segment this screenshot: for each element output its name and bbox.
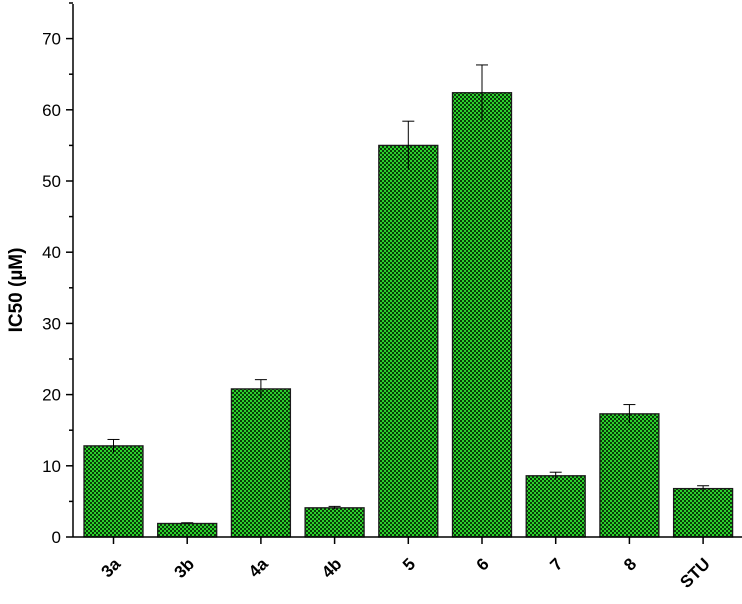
error-bar-stu bbox=[697, 485, 710, 492]
bar-4b bbox=[304, 507, 365, 538]
x-tick-label: 5 bbox=[399, 554, 419, 574]
error-bar-4a bbox=[254, 379, 267, 399]
bar-7 bbox=[525, 475, 586, 538]
x-tick-label: 3a bbox=[98, 554, 125, 581]
y-tick-label: 50 bbox=[42, 172, 61, 191]
x-tick-label: STU bbox=[676, 554, 713, 591]
x-tick-label: 6 bbox=[473, 554, 493, 574]
y-tick-label: 70 bbox=[42, 30, 61, 49]
y-tick-label: 40 bbox=[42, 243, 61, 262]
x-tick-label: 7 bbox=[546, 554, 566, 574]
bar-3b bbox=[157, 522, 218, 538]
error-bar-3a bbox=[107, 438, 120, 453]
y-axis-title: IC50 (µM) bbox=[6, 248, 27, 333]
x-tick-label: 3b bbox=[171, 554, 198, 581]
error-bar-7 bbox=[549, 471, 562, 480]
x-tick-label: 8 bbox=[620, 554, 640, 574]
y-tick-label: 30 bbox=[42, 314, 61, 333]
bar-3a bbox=[83, 445, 144, 538]
bar-8 bbox=[599, 413, 660, 538]
bar-5 bbox=[378, 144, 439, 538]
error-bar-4b bbox=[328, 505, 341, 510]
error-bar-8 bbox=[623, 404, 636, 424]
x-tick-label: 4a bbox=[245, 554, 272, 581]
error-bar-3b bbox=[181, 522, 194, 525]
y-tick-label: 60 bbox=[42, 101, 61, 120]
y-tick-label: 10 bbox=[42, 457, 61, 476]
error-bar-5 bbox=[402, 120, 415, 170]
y-tick-label: 0 bbox=[52, 528, 61, 547]
bar-4a bbox=[230, 388, 292, 538]
bar-6 bbox=[451, 92, 513, 538]
x-tick-label: 4b bbox=[318, 554, 345, 581]
y-tick-label: 20 bbox=[42, 386, 61, 405]
bar-stu bbox=[672, 487, 734, 538]
error-bar-6 bbox=[476, 64, 488, 121]
